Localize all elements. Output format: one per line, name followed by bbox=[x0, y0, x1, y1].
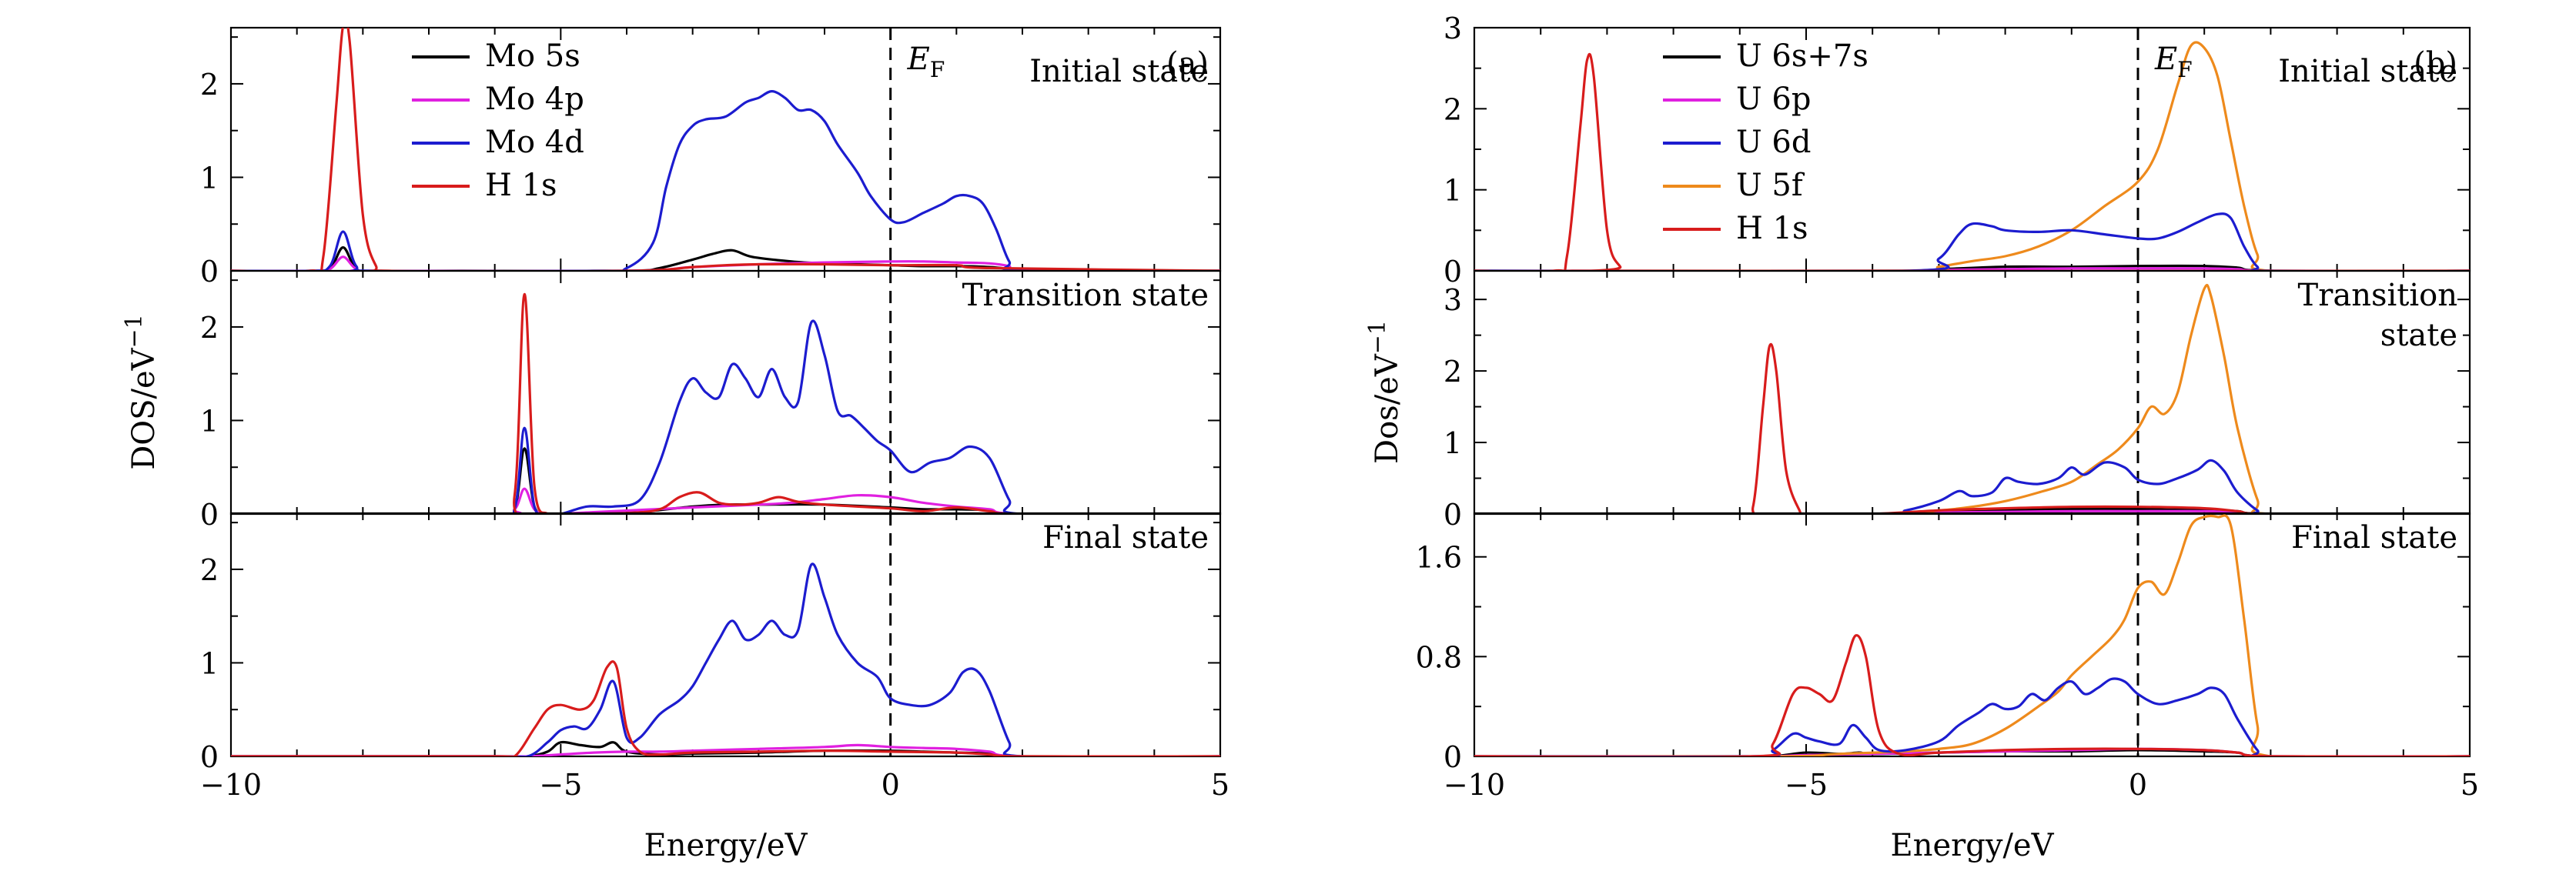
fermi-label-sub: F bbox=[2177, 57, 2192, 82]
y-tick-label: 1 bbox=[200, 404, 219, 438]
y-tick-label: 1.6 bbox=[1416, 541, 1462, 575]
series-line-h-1s bbox=[231, 28, 1220, 271]
y-axis-title-sup: −1 bbox=[121, 314, 148, 348]
legend: U 6s+7s U 6p U 6d U 5f H 1s bbox=[1663, 38, 1868, 246]
x-axis-title: Energy/eV bbox=[644, 828, 808, 863]
series-line-u-6d bbox=[1474, 212, 2470, 271]
y-tick-label: 0 bbox=[200, 498, 219, 532]
x-tick-label: 5 bbox=[2461, 768, 2479, 802]
legend-label: H 1s bbox=[1736, 211, 1808, 246]
fermi-level-label: EF bbox=[2154, 42, 2193, 82]
fermi-label-sub: F bbox=[930, 57, 945, 82]
panel-1: 0 1 2 3 Initial state bbox=[1444, 12, 2471, 289]
y-tick-label: 0 bbox=[200, 255, 219, 289]
panel-state-label: Final state bbox=[1042, 520, 1209, 556]
x-axis-title: Energy/eV bbox=[1891, 828, 2055, 863]
x-tick-label: 0 bbox=[2129, 768, 2147, 802]
series-group bbox=[1474, 514, 2470, 756]
legend-label: Mo 4d bbox=[485, 125, 584, 160]
panel-state-label: Final state bbox=[2291, 520, 2457, 556]
y-tick-label: 2 bbox=[200, 553, 219, 587]
y-axis-title-sup: −1 bbox=[1364, 320, 1391, 354]
panel-state-label: Initial state bbox=[1029, 54, 1209, 89]
panel-id: (a) bbox=[1166, 46, 1209, 82]
series-line-mo-4p bbox=[231, 743, 1220, 756]
series-line-mo-4p bbox=[231, 487, 1220, 514]
y-tick-label: 2 bbox=[1444, 92, 1462, 126]
y-tick-label: 0.8 bbox=[1416, 640, 1462, 674]
series-line-u-6d bbox=[1474, 459, 2470, 514]
series-line-u-5f bbox=[1474, 283, 2470, 514]
series-line-h-1s bbox=[1474, 52, 2470, 271]
legend-label: U 6s+7s bbox=[1736, 38, 1868, 74]
series-group bbox=[231, 562, 1220, 756]
panel-2: 0 1 2 Transition state bbox=[200, 269, 1222, 532]
series-line-mo-4d bbox=[231, 90, 1220, 271]
y-tick-label: 0 bbox=[200, 740, 219, 774]
legend-label: U 5f bbox=[1736, 168, 1805, 203]
series-group bbox=[231, 292, 1220, 514]
y-tick-label: 1 bbox=[1444, 174, 1462, 208]
x-tick-label: −10 bbox=[200, 768, 262, 802]
series-line-u-6d bbox=[1474, 677, 2470, 756]
panel-3: 0 0.8 1.6 Final state bbox=[1416, 512, 2471, 774]
panel-1: 0 1 2 Initial state bbox=[200, 26, 1222, 289]
panel-3: 0 1 2 Final state bbox=[200, 512, 1222, 774]
panel-state-label: Transition state bbox=[962, 278, 1209, 313]
panel-frame bbox=[229, 512, 1222, 758]
fermi-level-label: EF bbox=[907, 42, 945, 82]
panel-state-label: Initial state bbox=[2278, 54, 2457, 89]
series-line-h-1s bbox=[231, 660, 1220, 756]
series-line-mo-4d bbox=[231, 562, 1220, 756]
y-axis-title-main: DOS/eV bbox=[126, 347, 162, 469]
y-tick-label: 2 bbox=[200, 68, 219, 102]
series-group bbox=[231, 28, 1220, 271]
panel-state-label: state bbox=[2380, 318, 2457, 353]
y-tick-label: 2 bbox=[200, 311, 219, 345]
series-line-h-1s bbox=[231, 292, 1220, 514]
legend: Mo 5s Mo 4p Mo 4d H 1s bbox=[412, 38, 584, 203]
series-line-mo-5s bbox=[231, 246, 1220, 271]
series-line-mo-4d bbox=[231, 319, 1220, 514]
x-tick-label: −5 bbox=[1785, 768, 1828, 802]
series-line-h-1s bbox=[1474, 634, 2470, 756]
legend-label: U 6p bbox=[1736, 82, 1811, 117]
y-tick-label: 3 bbox=[1444, 12, 1462, 45]
panel-state-label: Transition bbox=[2298, 278, 2457, 313]
x-tick-label: −10 bbox=[1444, 768, 1505, 802]
legend-label: U 6d bbox=[1736, 125, 1811, 160]
y-tick-label: 0 bbox=[1444, 255, 1462, 289]
x-tick-label: −5 bbox=[539, 768, 582, 802]
series-group bbox=[1474, 283, 2470, 514]
x-tick-label: 0 bbox=[882, 768, 900, 802]
y-axis-title: DOS/eV−1 bbox=[121, 314, 162, 470]
chart-a: 0 1 2 Initial state 0 1 2 Transition state 0 1 2 Fi… bbox=[121, 26, 1229, 863]
series-line-h-1s bbox=[1474, 342, 2470, 514]
chart-b: 0 1 2 3 Initial state 0 1 2 3 Transition state 0 0.8… bbox=[1364, 12, 2479, 863]
panel-id: (b) bbox=[2414, 46, 2457, 82]
y-tick-label: 1 bbox=[200, 646, 219, 680]
y-tick-label: 1 bbox=[200, 161, 219, 195]
y-axis-title: Dos/eV−1 bbox=[1364, 320, 1405, 464]
fermi-label-main: E bbox=[2154, 42, 2177, 77]
fermi-label-main: E bbox=[907, 42, 930, 77]
y-axis-title-main: Dos/eV bbox=[1370, 353, 1405, 464]
x-tick-label: 5 bbox=[1211, 768, 1229, 802]
panel-frame bbox=[1473, 512, 2471, 758]
y-tick-label: 1 bbox=[1444, 426, 1462, 460]
legend-label: Mo 5s bbox=[485, 38, 580, 74]
legend-label: Mo 4p bbox=[485, 82, 584, 117]
y-tick-label: 0 bbox=[1444, 498, 1462, 532]
y-tick-label: 2 bbox=[1444, 355, 1462, 389]
legend-label: H 1s bbox=[485, 168, 557, 203]
panel-2: 0 1 2 3 Transition state bbox=[1444, 269, 2471, 532]
y-tick-label: 0 bbox=[1444, 740, 1462, 774]
y-tick-label: 3 bbox=[1444, 283, 1462, 317]
